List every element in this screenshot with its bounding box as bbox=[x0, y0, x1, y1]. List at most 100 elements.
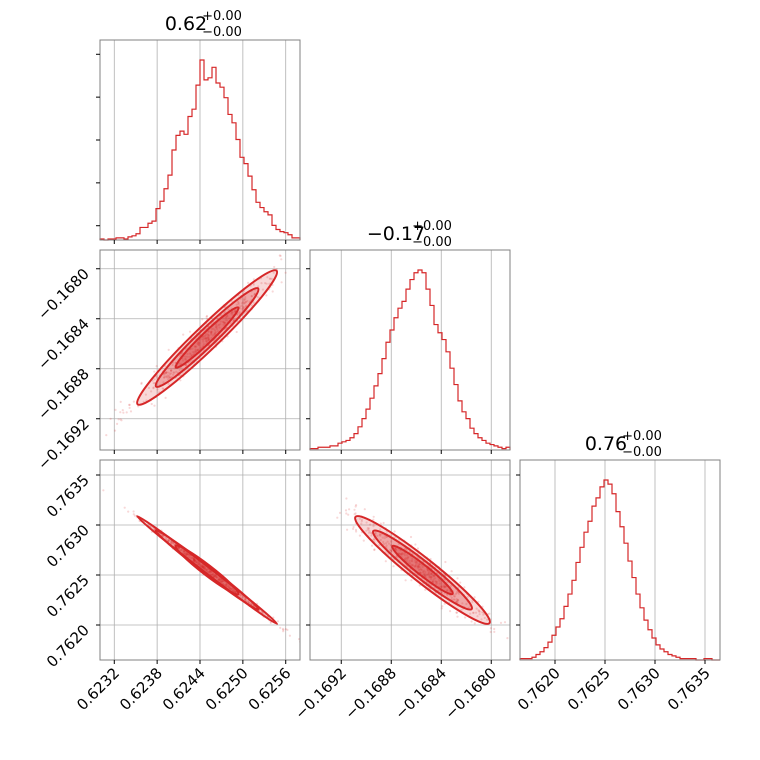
sample-point bbox=[527, 647, 529, 649]
sample-point bbox=[116, 422, 119, 425]
sample-point bbox=[217, 324, 220, 327]
sample-point bbox=[210, 336, 213, 340]
sample-point bbox=[201, 335, 205, 338]
sample-point bbox=[185, 553, 188, 556]
sample-point bbox=[215, 576, 218, 579]
density-contour bbox=[174, 306, 240, 369]
sample-point bbox=[427, 573, 430, 576]
sample-point bbox=[241, 596, 244, 599]
sample-point bbox=[264, 282, 267, 285]
sample-point bbox=[429, 572, 433, 575]
sample-point bbox=[194, 345, 197, 348]
sample-point bbox=[230, 587, 233, 590]
sample-point bbox=[417, 565, 420, 568]
x-tick-label: 0.6250 bbox=[202, 664, 252, 714]
sample-point bbox=[426, 568, 429, 572]
sample-point bbox=[424, 570, 427, 574]
sample-point bbox=[250, 294, 253, 298]
sample-point bbox=[180, 549, 183, 552]
sample-point bbox=[150, 402, 153, 406]
sample-point bbox=[250, 295, 253, 298]
sample-point bbox=[421, 566, 424, 569]
sample-point bbox=[242, 301, 245, 304]
histogram-panel-param-3: 0.7620 0.7625 0.7630 0.7635 0.76+0.00−0.00 bbox=[514, 429, 721, 714]
sample-point bbox=[220, 578, 223, 581]
sample-point bbox=[202, 565, 206, 568]
sample-point bbox=[362, 539, 365, 542]
sample-point bbox=[310, 650, 312, 652]
sample-point bbox=[169, 376, 172, 379]
sample-point bbox=[172, 542, 175, 546]
sample-point bbox=[257, 285, 260, 288]
sample-point bbox=[200, 563, 203, 567]
sample-point bbox=[205, 568, 208, 572]
sample-point bbox=[405, 556, 408, 560]
sample-point bbox=[276, 620, 280, 623]
sample-point bbox=[406, 558, 409, 561]
sample-point bbox=[102, 489, 105, 492]
sample-point bbox=[414, 565, 417, 568]
sample-point bbox=[418, 563, 421, 566]
sample-point bbox=[244, 304, 248, 307]
sample-point bbox=[338, 511, 342, 514]
sample-point bbox=[210, 327, 214, 330]
parameter-title-upper-error: +0.00 bbox=[202, 9, 242, 24]
sample-point bbox=[414, 543, 417, 546]
sample-point bbox=[202, 340, 205, 343]
sample-point bbox=[243, 302, 246, 305]
sample-point bbox=[499, 621, 503, 625]
sample-point bbox=[210, 330, 213, 333]
sample-point bbox=[472, 611, 475, 614]
sample-point bbox=[193, 560, 196, 563]
sample-point bbox=[455, 611, 458, 614]
sample-point bbox=[389, 548, 392, 552]
sample-point bbox=[413, 565, 416, 568]
sample-point bbox=[224, 582, 228, 585]
sample-point bbox=[196, 561, 199, 564]
sample-point bbox=[253, 293, 257, 296]
sample-point bbox=[406, 553, 409, 557]
sample-point bbox=[177, 547, 180, 550]
sample-point bbox=[483, 616, 486, 620]
sample-point bbox=[456, 615, 459, 618]
sample-point bbox=[227, 584, 230, 587]
sample-point bbox=[218, 578, 221, 582]
sample-point bbox=[184, 348, 187, 351]
sample-point bbox=[205, 340, 209, 344]
sample-point bbox=[416, 564, 420, 568]
sample-point bbox=[198, 562, 201, 565]
sample-point bbox=[430, 576, 433, 579]
scatter-panel-param-2-vs-param-3: −0.1692−0.1688−0.1684−0.1680 bbox=[291, 459, 529, 723]
density-contour bbox=[136, 269, 279, 406]
sample-point bbox=[207, 336, 210, 339]
sample-point bbox=[402, 552, 405, 556]
sample-point bbox=[379, 528, 382, 531]
sample-point bbox=[213, 333, 217, 336]
sample-point bbox=[123, 506, 126, 509]
sample-point bbox=[403, 554, 406, 557]
sample-point bbox=[415, 563, 418, 566]
sample-point bbox=[269, 277, 272, 280]
sample-point bbox=[182, 550, 185, 553]
sample-point bbox=[452, 598, 455, 601]
sample-point bbox=[419, 571, 422, 574]
sample-point bbox=[374, 531, 377, 534]
sample-point bbox=[393, 530, 396, 533]
sample-point bbox=[414, 560, 417, 564]
sample-point bbox=[137, 405, 140, 408]
sample-point bbox=[511, 638, 513, 640]
sample-point bbox=[205, 337, 208, 340]
sample-point bbox=[440, 585, 443, 588]
sample-point bbox=[417, 567, 420, 570]
sample-point bbox=[253, 292, 256, 295]
sample-point bbox=[188, 352, 191, 355]
sample-point bbox=[453, 598, 456, 601]
sample-point bbox=[223, 321, 226, 324]
sample-point bbox=[234, 590, 237, 593]
sample-point bbox=[186, 552, 189, 556]
sample-point bbox=[188, 330, 192, 333]
density-contour bbox=[354, 515, 491, 625]
panel-frame bbox=[309, 249, 511, 451]
sample-point bbox=[170, 542, 173, 545]
